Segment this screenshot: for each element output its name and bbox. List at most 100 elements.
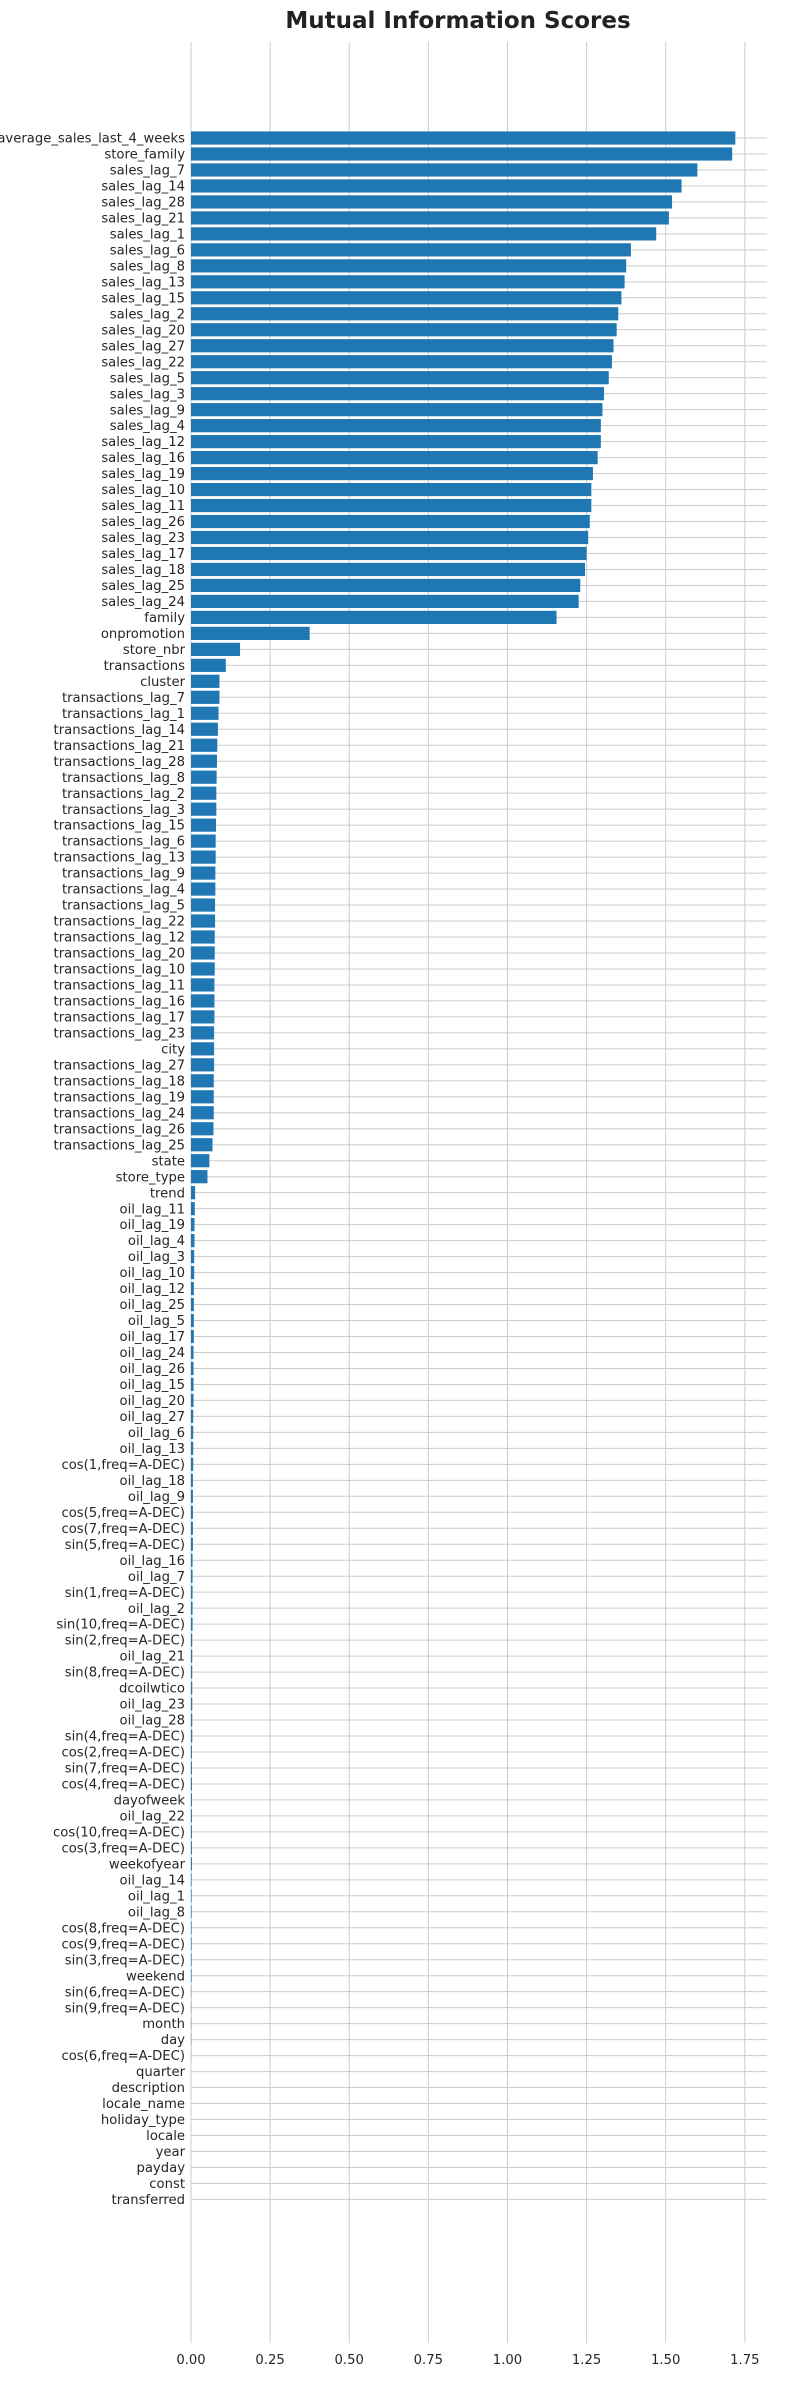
category-label: transactions_lag_27 [54,1058,185,1073]
x-tick-label: 0.00 [176,2353,205,2368]
bar [191,355,612,369]
bar [191,1425,194,1439]
bar [191,1026,215,1040]
bars [191,131,736,2063]
bar [191,1090,214,1104]
category-label: sales_lag_1 [110,227,185,242]
bar [191,1122,214,1136]
bar [191,818,217,832]
bar [191,1202,195,1216]
category-label: sin(1,freq=A-DEC) [65,1586,185,1601]
bar [191,642,241,656]
bar [191,1521,193,1535]
category-label: cos(3,freq=A-DEC) [61,1841,185,1856]
category-label: transactions [104,659,185,674]
bar [191,1873,192,1887]
bar [191,275,625,289]
bar [191,626,310,640]
category-label: sales_lag_8 [110,259,185,274]
category-label: transactions_lag_5 [62,899,185,914]
category-label: oil_lag_5 [128,1314,185,1329]
category-label: onpromotion [101,627,185,642]
category-label: sales_lag_11 [101,499,185,514]
bar [191,291,622,305]
category-label: trend [150,1186,185,1201]
bar [191,1729,193,1743]
category-label: sales_lag_10 [101,483,185,498]
category-label: sin(10,freq=A-DEC) [56,1618,185,1633]
category-label: oil_lag_2 [128,1602,185,1617]
x-tick-label: 1.25 [572,2353,601,2368]
category-labels: average_sales_last_4_weeksstore_familysa… [0,132,186,2208]
category-label: oil_lag_9 [128,1490,185,1505]
category-label: locale [146,2129,185,2144]
category-label: transactions_lag_19 [54,1090,185,1105]
category-label: sin(3,freq=A-DEC) [65,1953,185,1968]
bar [191,371,609,385]
category-label: cos(6,freq=A-DEC) [61,2049,185,2064]
bar [191,930,215,944]
category-label: sales_lag_9 [110,403,185,418]
bar [191,211,669,225]
bar [191,770,217,784]
category-label: transactions_lag_24 [54,1106,185,1121]
bar [191,578,581,593]
category-label: cos(8,freq=A-DEC) [61,1921,185,1936]
x-tick-label: 1.50 [651,2353,680,2368]
bar [191,1154,210,1168]
bar [191,1138,213,1152]
bar [191,738,218,752]
bar [191,1633,193,1647]
x-tick-labels: 0.00 0.25 0.50 0.75 1.00 1.25 1.50 1.75 [176,2353,759,2368]
bar [191,722,218,736]
bar [191,307,619,321]
chart-title: Mutual Information Scores [285,8,630,34]
category-label: sales_lag_4 [110,419,185,434]
category-label: oil_lag_7 [128,1570,185,1585]
bar [191,562,586,577]
category-label: year [156,2145,186,2160]
bar [191,850,216,864]
category-label: sales_lag_22 [101,355,185,370]
category-label: oil_lag_21 [120,1650,185,1665]
category-label: sales_lag_20 [101,323,185,338]
category-label: oil_lag_14 [120,1873,185,1888]
bar [191,1697,193,1711]
bar [191,163,698,177]
category-label: transactions_lag_11 [54,979,185,994]
category-label: transactions_lag_15 [54,819,185,834]
category-label: cluster [140,675,185,690]
bar [191,914,216,928]
bar [191,323,617,337]
category-label: sin(8,freq=A-DEC) [65,1666,185,1681]
bar [191,994,215,1008]
bar [191,962,215,976]
bar [191,754,217,768]
category-label: payday [136,2161,185,2176]
bar [191,882,216,896]
category-label: month [142,2017,185,2032]
category-label: oil_lag_16 [120,1554,185,1569]
bar [191,1265,195,1280]
bar [191,147,733,161]
bar [191,1809,192,1823]
bar [191,1841,192,1855]
category-label: oil_lag_12 [120,1282,185,1297]
bar [191,1106,214,1120]
bar [191,1473,193,1487]
bar [191,1361,194,1376]
bar [191,530,589,545]
category-label: quarter [136,2065,186,2080]
category-label: store_type [116,1170,185,1185]
category-label: oil_lag_6 [128,1426,185,1441]
bar [191,1937,192,1951]
bar [191,1170,208,1184]
category-label: sales_lag_27 [101,339,185,354]
bar [191,1505,193,1519]
bar [191,259,627,273]
category-label: transactions_lag_26 [54,1122,185,1137]
bar [191,1761,192,1775]
bar [191,658,226,672]
category-label: oil_lag_24 [120,1346,185,1361]
category-label: sales_lag_17 [101,547,185,562]
